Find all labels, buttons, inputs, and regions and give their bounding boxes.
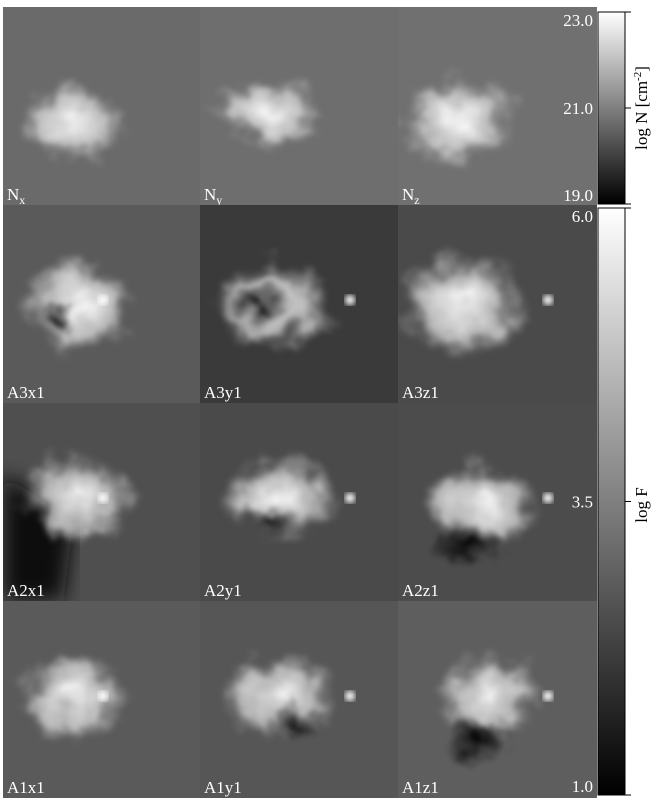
cloud [208, 77, 328, 147]
colorbar-title-superscript: -2 [632, 72, 644, 81]
colorbar-tick-label: 6.0 [572, 207, 593, 226]
panel-label: A3z1 [402, 383, 439, 402]
panel-label: A1z1 [402, 778, 439, 797]
colorbar-title-text: log N [cm [632, 81, 651, 150]
panel-label-subscript: x [19, 193, 25, 207]
panel-label-text: A1y1 [204, 778, 242, 797]
dark-patch [265, 703, 325, 739]
colorbar-title: log F [632, 487, 651, 522]
bright-source [543, 493, 553, 503]
panel-label-subscript: y [216, 193, 222, 207]
panel: A2y1 [200, 403, 398, 601]
panel-label-text: N [402, 185, 414, 204]
panel-label-text: A3y1 [204, 383, 242, 402]
cloud [18, 255, 138, 355]
panel: Ny [200, 7, 398, 207]
panel: A3x1 [3, 205, 200, 403]
colorbar-tick-label: 21.0 [563, 99, 593, 118]
colorbar-title: log N [cm-2] [632, 66, 651, 150]
cloud [398, 77, 518, 167]
panel-label: A2z1 [402, 581, 439, 600]
panel-label-text: A3z1 [402, 383, 439, 402]
dark-patch [225, 284, 295, 326]
bright-source [345, 691, 355, 701]
panel-label-text: N [7, 185, 19, 204]
bright-source [345, 493, 355, 503]
dark-patch [443, 720, 513, 762]
colorbar-tick-label: 3.5 [572, 493, 593, 512]
colorbar-tick-label: 23.0 [563, 11, 593, 30]
dark-patch [240, 505, 300, 541]
colorbar-tick-label: 1.0 [572, 777, 593, 796]
panel: A2x1 [3, 403, 200, 601]
dark-patch [36, 307, 80, 333]
panel: Nx [3, 7, 200, 207]
colorbar [598, 12, 625, 204]
bright-source [345, 295, 355, 305]
dark-patch [433, 522, 503, 564]
colorbar-tick-label: 19.0 [563, 186, 593, 205]
panel-label: A2x1 [7, 581, 45, 600]
bright-source [543, 691, 553, 701]
panel-label: A3y1 [204, 383, 242, 402]
cloud [18, 651, 128, 741]
bright-source [543, 295, 553, 305]
colorbar-title-end: ] [632, 66, 651, 72]
cloud [23, 453, 133, 543]
panel-label: A2y1 [204, 581, 242, 600]
bright-source [98, 493, 108, 503]
panel-label-text: A2x1 [7, 581, 45, 600]
colorbar [598, 208, 625, 795]
panel-label-text: A3x1 [7, 383, 45, 402]
panel: A3y1 [200, 205, 398, 403]
bright-source [98, 295, 108, 305]
panel-label: A1y1 [204, 778, 242, 797]
bright-source [98, 691, 108, 701]
panel-label-text: A2z1 [402, 581, 439, 600]
panel: A1x1 [3, 601, 200, 798]
figure: NxNyNzA3x1A3y1A3z1A2x1A2y1A2z1A1x1A1y1A1… [0, 0, 654, 800]
panel-label-text: A1z1 [402, 778, 439, 797]
panel: A1z1 [398, 601, 597, 798]
panel-label-text: A2y1 [204, 581, 242, 600]
cloud [18, 82, 128, 162]
panel-label-text: N [204, 185, 216, 204]
panel: A1y1 [200, 601, 398, 798]
panel-label: A1x1 [7, 778, 45, 797]
panel: A3z1 [398, 205, 597, 403]
panel-label-subscript: z [414, 193, 419, 207]
colorbar-title-text: log F [632, 487, 651, 522]
panel-label: A3x1 [7, 383, 45, 402]
panel: A2z1 [398, 403, 597, 601]
panel-label-text: A1x1 [7, 778, 45, 797]
cloud [398, 250, 528, 360]
